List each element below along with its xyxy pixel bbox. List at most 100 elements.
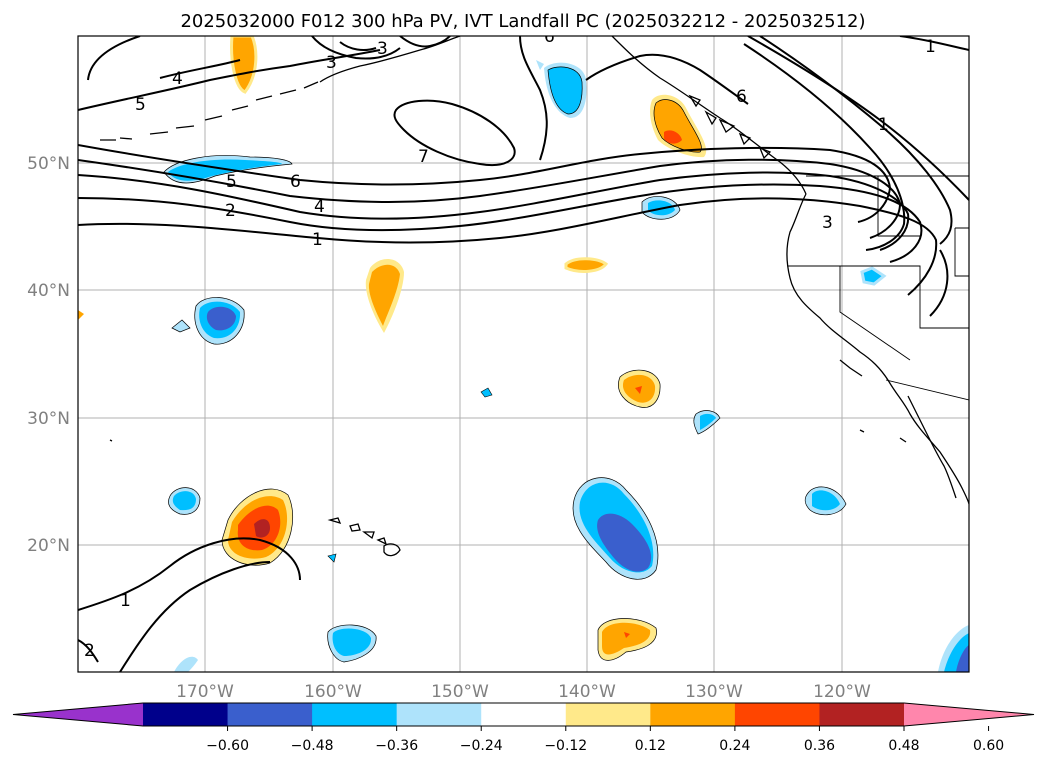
contour-line-1-east-c [929, 249, 949, 317]
pv-anomaly-negative-38n [194, 297, 245, 345]
contour-label-1-c: 1 [925, 37, 936, 57]
pv-anomaly-negative-sw [174, 656, 198, 672]
lon-tick-150w: 150°W [431, 682, 489, 702]
pv-anomaly-negative-56n [536, 60, 587, 118]
pv-anomaly-negative-dot-1 [480, 387, 493, 398]
colorbar-tick-label: 0.24 [719, 738, 750, 754]
pv-anomaly-positive-coast [650, 94, 707, 158]
contour-line-6 [78, 144, 892, 223]
lat-tick-labels: 20°N 30°N 40°N 50°N [27, 154, 70, 556]
contour-labels: 1 2 4 5 6 7 5 4 3 3 6 6 1 1 3 1 2 [84, 27, 936, 661]
contour-line-1 [78, 197, 938, 296]
lon-tick-130w: 130°W [685, 682, 743, 702]
lon-tick-160w: 160°W [304, 682, 362, 702]
contour-label-1-b: 1 [878, 115, 889, 135]
contour-line-4-north-b [159, 59, 241, 79]
contour-label-2-b: 2 [84, 641, 95, 661]
lon-tick-140w: 140°W [558, 682, 616, 702]
colorbar-tick-label: −0.36 [375, 738, 418, 754]
pv-anomaly-negative-small-a [171, 319, 191, 333]
pv-anomaly-negative-dot-2 [327, 553, 337, 563]
contour-line-4-north [87, 36, 141, 81]
contour-line-5 [78, 158, 902, 239]
figure-title: 2025032000 F012 300 hPa PV, IVT Landfall… [180, 11, 865, 32]
contour-label-1-a: 1 [312, 230, 323, 250]
contour-label-2-a: 2 [225, 201, 236, 221]
colorbar-segment [734, 703, 820, 726]
contour-label-4-b: 4 [172, 69, 183, 89]
contour-line-6c [585, 53, 749, 105]
colorbar-segment [227, 703, 313, 726]
colorbar-tick-label: −0.24 [460, 738, 503, 754]
colorbar-segment [650, 703, 736, 726]
pv-anomaly-positive-40n [365, 259, 404, 333]
colorbar: −0.60 −0.48 −0.36 −0.24 −0.12 0.12 0.24 0.36 0.4… [12, 702, 1035, 754]
pv-anomaly-negative-24n-east [804, 486, 847, 516]
pv-anomaly-negative-se [938, 625, 969, 672]
colorbar-segment [565, 703, 651, 726]
contour-line-3-north [311, 36, 401, 60]
pv-anomaly-negative-30n [693, 410, 721, 435]
pv-contours [78, 36, 969, 672]
lat-tick-40: 40°N [27, 281, 70, 301]
contour-label-3-a: 3 [326, 53, 337, 73]
colorbar-extend-high [904, 703, 1034, 726]
coastlines [100, 36, 969, 557]
lat-tick-30: 30°N [27, 409, 70, 429]
colorbar-tick-label: 0.48 [888, 738, 919, 754]
contour-label-5-a: 5 [226, 172, 237, 192]
colorbar-tick-label: −0.12 [544, 738, 587, 754]
contour-label-7-a: 7 [418, 147, 429, 167]
pv-anomaly-negative-dot-3 [860, 266, 887, 286]
colorbar-tick-label: −0.48 [291, 738, 334, 754]
contour-line-1-south-b [119, 561, 271, 672]
pv-anomaly-positive-42n [564, 257, 609, 273]
pv-anomaly-positive-west-edge [78, 310, 84, 320]
map-background [78, 36, 969, 672]
contour-line-4 [78, 171, 910, 251]
pv-anomaly-positive-12n [597, 618, 657, 661]
contour-line-5-north [78, 49, 381, 111]
contour-label-3-c: 3 [822, 213, 833, 233]
contour-line-2-south [78, 639, 99, 663]
colorbar-segment [312, 703, 398, 726]
lon-tick-labels: 170°W 160°W 150°W 140°W 130°W 120°W [176, 682, 871, 702]
pv-shading [78, 36, 969, 672]
colorbar-segment [143, 703, 229, 726]
contour-label-1-d: 1 [120, 591, 131, 611]
colorbar-tick-label: 0.12 [635, 738, 666, 754]
map-area: 1 2 4 5 6 7 5 4 3 3 6 6 1 1 3 1 2 [78, 27, 969, 672]
contour-label-3-b: 3 [377, 39, 388, 59]
contour-line-7 [393, 99, 516, 166]
colorbar-tick-label: 0.36 [804, 738, 835, 754]
contour-line-3-east [743, 43, 906, 251]
colorbar-tick-label: −0.60 [206, 738, 249, 754]
contour-label-5-b: 5 [135, 95, 146, 115]
pv-anomaly-positive-north [230, 36, 258, 94]
contour-line-2 [78, 183, 923, 263]
contour-line-6b [519, 36, 548, 161]
colorbar-outline [12, 702, 1035, 727]
colorbar-segment [481, 703, 567, 726]
lat-tick-50: 50°N [27, 154, 70, 174]
contour-line-3-north-b [399, 36, 451, 48]
colorbar-extend-low [13, 703, 143, 726]
lon-tick-170w: 170°W [176, 682, 234, 702]
pv-anomaly-negative-12n [327, 624, 377, 663]
contour-label-4-a: 4 [314, 197, 325, 217]
contour-line-2-east [759, 36, 953, 245]
pv-anomaly-positive-32n [618, 369, 661, 408]
contour-label-6-a: 6 [290, 172, 301, 192]
map-frame [77, 35, 970, 673]
contour-label-6-b: 6 [544, 27, 555, 47]
contour-line-1-east [747, 36, 969, 201]
colorbar-segment [819, 703, 905, 726]
colorbar-tick-label: 0.60 [973, 738, 1004, 754]
lon-tick-120w: 120°W [813, 682, 871, 702]
contour-label-6-c: 6 [736, 87, 747, 107]
pv-anomaly-negative-24n [168, 487, 201, 515]
contour-line-1-east-b [899, 36, 969, 51]
contour-line-1-south [78, 537, 301, 611]
lat-tick-20: 20°N [27, 536, 70, 556]
